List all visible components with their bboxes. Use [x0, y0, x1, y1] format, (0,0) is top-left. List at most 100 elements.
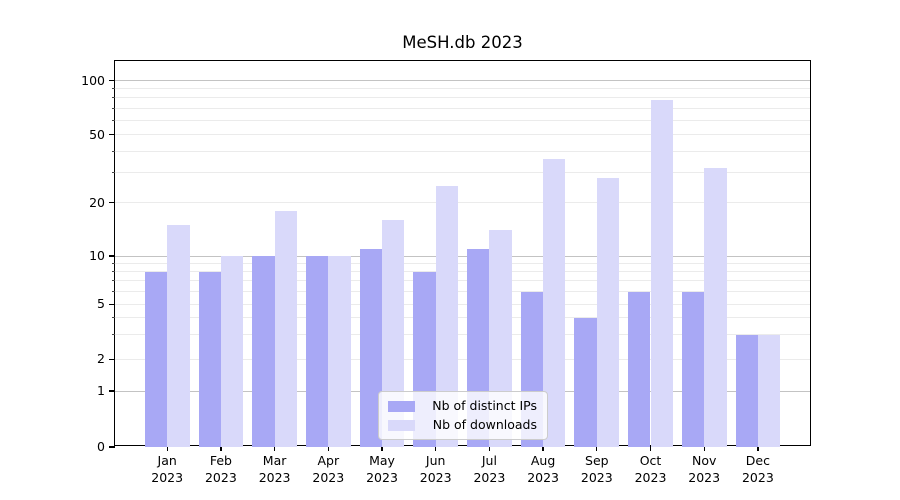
- gridline-minor-50: [115, 134, 810, 135]
- x-tick-10: [703, 445, 705, 451]
- bar-downloads-feb: [220, 256, 244, 447]
- x-tick-4: [381, 445, 383, 451]
- y-tick-label-5: 5: [97, 296, 105, 312]
- gridline-minor-9: [115, 262, 810, 264]
- x-tick-label-10: Nov 2023: [688, 453, 721, 485]
- x-tick-2: [273, 445, 276, 451]
- gridline-minor-6: [115, 291, 810, 293]
- gridline-minor-40: [115, 150, 810, 152]
- legend-label-distinct-ips: Nb of distinct IPs: [432, 398, 537, 413]
- y-tick-20: [109, 202, 115, 204]
- legend-swatch-distinct-ips: [388, 400, 415, 412]
- bar-downloads-sep: [596, 177, 620, 447]
- gridline-major-10: [115, 255, 810, 257]
- x-tick-label-4: May 2023: [366, 453, 398, 485]
- bar-downloads-nov: [704, 167, 727, 447]
- x-tick-3: [327, 445, 329, 451]
- bar-distinct-ips-dec: [735, 334, 758, 447]
- bar-distinct-ips-sep: [574, 317, 597, 447]
- legend-item-downloads: Nb of downloads: [388, 418, 537, 432]
- y-minor-tick-90: [111, 88, 115, 90]
- bar-distinct-ips-may: [359, 248, 382, 447]
- x-tick-0: [166, 445, 168, 451]
- x-tick-11: [757, 445, 759, 451]
- bar-downloads-dec: [757, 334, 781, 447]
- bar-distinct-ips-apr: [305, 256, 329, 447]
- gridline-minor-4: [115, 317, 810, 319]
- y-minor-tick-60: [111, 119, 115, 121]
- gridline-minor-90: [115, 88, 810, 90]
- y-tick-1: [109, 390, 115, 392]
- y-tick-label-0: 0: [97, 439, 105, 454]
- gridline-minor-70: [115, 107, 810, 109]
- x-tick-label-8: Sep 2023: [580, 453, 613, 485]
- y-minor-tick-30: [111, 172, 115, 174]
- y-tick-5: [109, 303, 115, 305]
- gridline-minor-2: [115, 358, 810, 360]
- y-tick-100: [109, 79, 115, 82]
- plot-area: Nb of distinct IPs Nb of downloads 0 1 2 5 1…: [81, 60, 811, 485]
- y-tick-50: [109, 133, 115, 136]
- y-tick-label-2: 2: [97, 351, 105, 367]
- bar-distinct-ips-nov: [681, 291, 705, 447]
- x-tick-8: [596, 445, 598, 451]
- legend-label-downloads: Nb of downloads: [432, 417, 537, 432]
- gridline-minor-80: [115, 97, 810, 99]
- y-minor-tick-8: [111, 271, 115, 273]
- y-minor-tick-7: [111, 280, 115, 282]
- bar-downloads-aug: [543, 158, 566, 447]
- bar-downloads-oct: [650, 99, 673, 447]
- gridline-minor-7: [115, 280, 810, 282]
- y-minor-tick-3: [111, 334, 115, 336]
- y-tick-0: [109, 446, 115, 448]
- y-minor-tick-9: [111, 262, 115, 264]
- x-tick-label-5: Jun 2023: [419, 453, 452, 485]
- bar-distinct-ips-oct: [628, 291, 651, 447]
- legend-swatch-downloads: [388, 419, 415, 431]
- gridline-minor-8: [115, 271, 810, 273]
- y-tick-label-20: 20: [89, 194, 105, 210]
- gridline-minor-3: [115, 334, 810, 336]
- y-minor-tick-4: [111, 317, 115, 319]
- y-minor-tick-6: [111, 291, 115, 293]
- gridline-major-100: [115, 80, 810, 81]
- legend-item-distinct-ips: Nb of distinct IPs: [388, 399, 537, 413]
- x-tick-label-0: Jan 2023: [151, 453, 184, 485]
- chart-title: MeSH.db 2023: [402, 33, 523, 52]
- x-tick-label-7: Aug 2023: [527, 453, 559, 485]
- y-tick-label-50: 50: [89, 126, 105, 142]
- bar-downloads-jan: [167, 224, 190, 447]
- y-minor-tick-40: [111, 150, 115, 152]
- x-tick-9: [649, 445, 652, 451]
- y-tick-10: [109, 255, 115, 257]
- bar-downloads-may: [382, 219, 405, 447]
- x-tick-label-1: Feb 2023: [204, 453, 237, 485]
- x-tick-label-11: Dec 2023: [741, 453, 774, 485]
- x-tick-label-3: Apr 2023: [312, 453, 345, 485]
- x-tick-6: [488, 445, 491, 451]
- x-tick-label-6: Jul 2023: [473, 453, 506, 485]
- gridline-minor-60: [115, 119, 810, 121]
- gridline-minor-20: [115, 202, 810, 204]
- y-tick-2: [109, 358, 115, 360]
- y-tick-label-100: 100: [81, 72, 105, 88]
- bar-downloads-apr: [328, 256, 351, 447]
- legend: Nb of distinct IPs Nb of downloads: [378, 391, 548, 440]
- x-tick-label-2: Mar 2023: [258, 453, 291, 485]
- x-tick-7: [542, 445, 544, 451]
- bar-downloads-jun: [435, 186, 459, 447]
- x-tick-1: [220, 445, 222, 451]
- bar-distinct-ips-feb: [198, 271, 221, 447]
- y-tick-label-1: 1: [97, 383, 105, 398]
- bar-distinct-ips-mar: [252, 256, 275, 447]
- y-tick-label-10: 10: [89, 248, 105, 263]
- gridline-minor-5: [115, 303, 810, 305]
- y-minor-tick-70: [111, 107, 115, 109]
- bar-distinct-ips-jan: [144, 271, 168, 447]
- gridline-minor-30: [115, 172, 810, 174]
- x-tick-label-9: Oct 2023: [634, 453, 667, 485]
- bar-downloads-mar: [274, 210, 297, 447]
- y-minor-tick-80: [111, 97, 115, 99]
- x-tick-5: [435, 445, 437, 451]
